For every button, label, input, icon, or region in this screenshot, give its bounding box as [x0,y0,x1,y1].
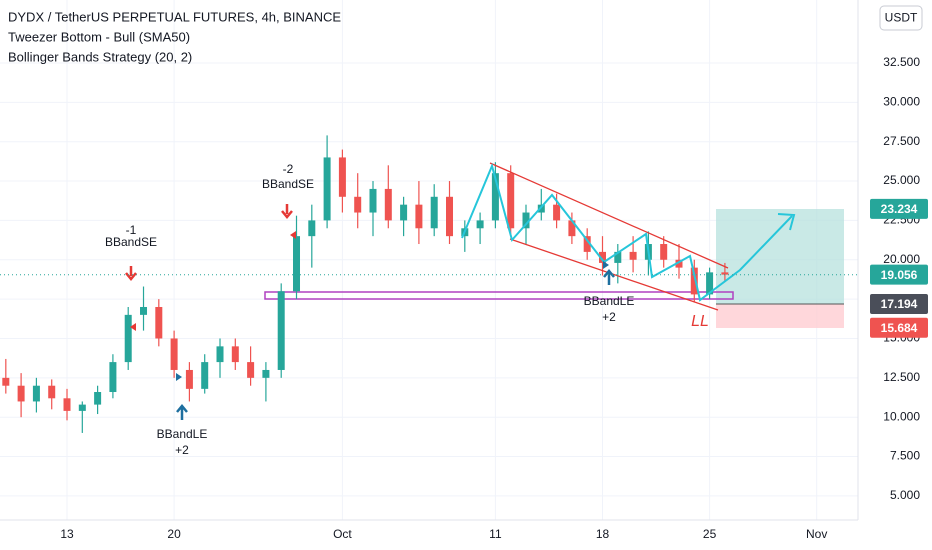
candle-body [721,272,729,275]
signal-label: -1 [126,223,137,237]
sell-arrow [125,266,137,281]
candle-body [293,236,301,292]
price-label-bg [870,198,928,219]
candle-body [553,204,561,221]
signal-label: BBandSE [262,177,314,191]
x-tick-label: Oct [333,527,352,541]
candle-body [109,362,117,393]
price-label: 17.194 [881,297,918,311]
candle-body [522,212,530,229]
x-tick-label: 20 [167,527,181,541]
candle-body [430,196,438,229]
candle-body [48,385,56,399]
candle-body [78,404,86,411]
price-label: 15.684 [881,321,918,335]
price-label-bg [870,264,928,285]
signal-label: BBandSE [105,235,157,249]
candle-body [231,346,239,363]
sell-arrow [281,204,293,219]
signal-label: BBandLE [584,294,635,308]
indicator: Bollinger Bands Strategy (20, 2) [8,49,192,64]
candle-body [400,204,408,221]
price-label-bg [870,293,928,314]
candle-body [262,369,270,378]
candle-body [415,204,423,229]
channel-bottom [509,238,719,311]
candle-body [476,220,484,229]
candle-body [247,362,255,378]
buy-arrow [176,404,188,420]
candle-body [568,220,576,237]
candle-body [369,188,377,213]
candle-body [323,157,331,221]
candle-body [706,272,714,295]
x-tick-label: 11 [489,527,502,541]
candle-body [629,251,637,260]
stop-zone [716,304,844,328]
candle-body [660,244,668,260]
signal-label: LL [691,313,709,330]
candle-body [63,398,71,411]
y-tick-label: 27.500 [883,134,920,148]
y-tick-label: 5.000 [890,488,920,502]
candle-body [614,251,622,263]
candle-body [17,385,25,402]
candle-body [277,291,285,370]
candle-body [675,259,683,268]
support-zone [264,291,734,300]
candle-body [201,362,209,389]
candle-body [338,157,346,197]
y-tick-label: 20.000 [883,252,920,266]
grid [0,0,858,520]
candle-body [170,338,178,370]
candles [2,135,729,433]
x-tick-label: 18 [596,527,610,541]
candle-body [491,173,499,221]
y-tick-label: 10.000 [883,409,920,423]
y-tick-label: 7.500 [890,449,920,463]
candle-body [2,377,10,386]
candle-body [155,306,163,339]
y-tick-label: 25.000 [883,173,920,187]
channel-top [489,162,729,269]
x-tick-label: 25 [703,527,717,541]
chart-title: DYDX / TetherUS PERPETUAL FUTURES, 4h, B… [8,9,341,24]
y-tick-label: 12.500 [883,370,920,384]
candle-body [384,188,392,221]
price-label-bg [870,317,928,338]
y-tick-label: 30.000 [883,95,920,109]
zigzag [461,162,793,302]
x-tick-label: 13 [60,527,74,541]
candle-body [124,314,132,363]
candle-body [94,392,102,405]
candle-body [690,267,698,295]
y-tick-label: 32.500 [883,55,920,69]
candle-body [140,306,148,315]
candle-body [185,369,193,389]
candle-body [354,196,362,213]
currency-button[interactable] [879,5,923,31]
price-label: 19.056 [881,268,918,282]
price-label: 23.234 [881,202,918,216]
signal-label: +2 [175,443,189,457]
signal-label: +2 [602,310,616,324]
candle-body [507,173,515,229]
indicator: Tweezer Bottom - Bull (SMA50) [8,29,190,44]
currency[interactable]: USDT [885,11,918,25]
candle-body [537,204,545,213]
candle-body [32,385,40,402]
candle-body [446,196,454,237]
candle-body [583,236,591,252]
candle-body [598,251,606,263]
signal-label: BBandLE [157,427,208,441]
candle-body [308,220,316,237]
target-zone [716,209,844,304]
arrow-head [777,213,796,231]
x-tick-label: Nov [806,527,827,541]
signal-label: -2 [283,162,294,176]
candle-body [216,346,224,363]
